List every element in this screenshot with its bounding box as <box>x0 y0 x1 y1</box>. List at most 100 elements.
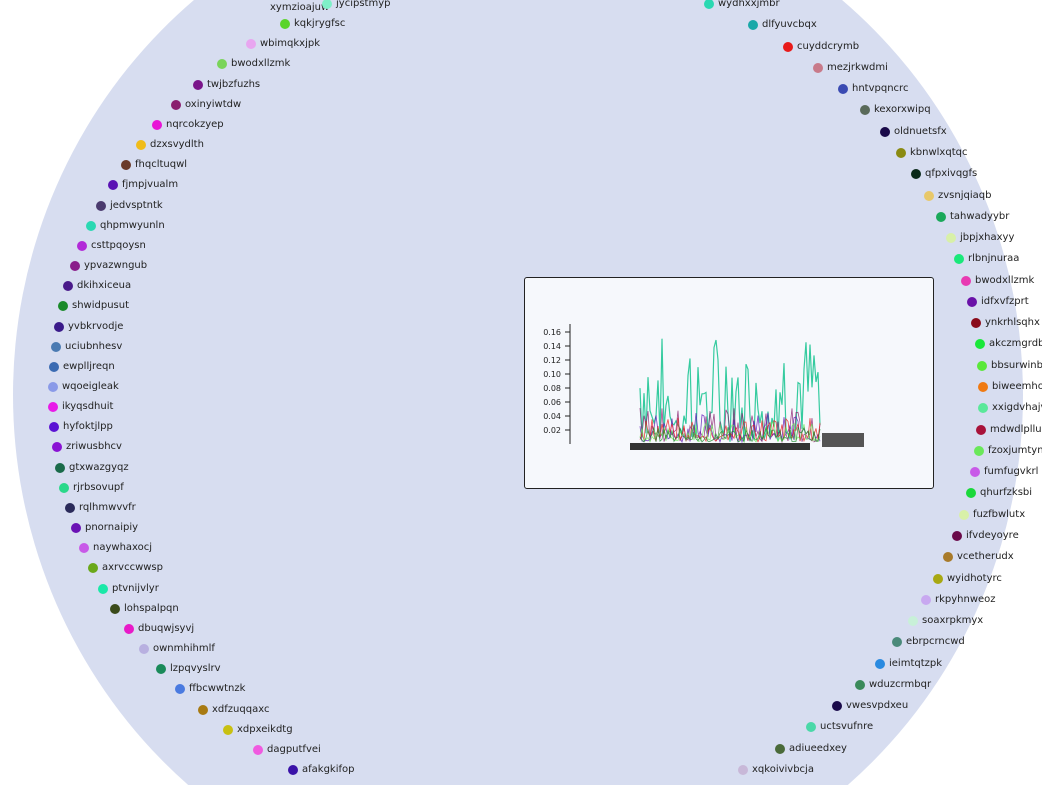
y-tick-label: 0.04 <box>543 412 561 421</box>
node-label: dzxsvydlth <box>150 139 204 150</box>
node-dot-icon <box>156 664 166 674</box>
node-dot-icon <box>875 659 885 669</box>
node-label: rlbnjnuraa <box>968 253 1020 264</box>
node-dot-icon <box>806 722 816 732</box>
legend-block <box>822 433 864 447</box>
node-dot-icon <box>959 510 969 520</box>
node-dot-icon <box>896 148 906 158</box>
node-dot-icon <box>954 254 964 264</box>
node-label: dagputfvei <box>267 744 321 755</box>
node-dot-icon <box>48 382 58 392</box>
node-label: uciubnhesv <box>65 341 123 352</box>
node-dot-icon <box>49 362 59 372</box>
node-label: wyidhotyrc <box>947 573 1002 584</box>
node-dot-icon <box>65 503 75 513</box>
node-label: kqkjrygfsc <box>294 18 346 29</box>
node-label: fhqcltuqwl <box>135 159 188 170</box>
series-line <box>639 338 821 442</box>
node-dot-icon <box>171 100 181 110</box>
node-label: oldnuetsfx <box>894 126 947 137</box>
node-label: xdfzuqqaxc <box>212 704 270 715</box>
node-label: akczmgrdbq <box>989 338 1042 349</box>
node-label: xxigdvhajv <box>992 402 1042 413</box>
node-dot-icon <box>978 382 988 392</box>
y-tick-label: 0.10 <box>543 370 561 379</box>
node-dot-icon <box>52 442 62 452</box>
node-label: jbpjxhaxyy <box>960 232 1015 243</box>
node-dot-icon <box>217 59 227 69</box>
node-label: nqrcokzyep <box>166 119 224 130</box>
node-label: qhpmwyunln <box>100 220 165 231</box>
node-dot-icon <box>288 765 298 775</box>
node-label: pnornaipiy <box>85 522 139 533</box>
node-dot-icon <box>280 19 290 29</box>
node-label: axrvccwwsp <box>102 562 163 573</box>
node-label: oxinyiwtdw <box>185 99 242 110</box>
chart-panel: 0.16 0.14 0.12 0.10 0.08 0.06 0.04 0.02 <box>524 277 934 489</box>
node-label: ynkrhlsqhx <box>985 317 1040 328</box>
node-dot-icon <box>63 281 73 291</box>
node-label: wduzcrmbqr <box>869 679 932 690</box>
node-label: jedvsptntk <box>110 200 163 211</box>
node-dot-icon <box>96 201 106 211</box>
node-dot-icon <box>946 233 956 243</box>
time-series-plot: 0.16 0.14 0.12 0.10 0.08 0.06 0.04 0.02 <box>543 324 864 450</box>
node-label: fzoxjumtyn <box>988 445 1042 456</box>
node-dot-icon <box>86 221 96 231</box>
node-label: shwidpusut <box>72 300 130 311</box>
node-dot-icon <box>924 191 934 201</box>
node-dot-icon <box>704 0 714 9</box>
node-label: rkpyhnweoz <box>935 594 996 605</box>
node-label: idfxvfzprt <box>981 296 1029 307</box>
node-label: gtxwazgyqz <box>69 462 129 473</box>
node-dot-icon <box>860 105 870 115</box>
node-dot-icon <box>936 212 946 222</box>
node-dot-icon <box>961 276 971 286</box>
node-label: fuzfbwlutx <box>973 509 1026 520</box>
node-label: dbuqwjsyvj <box>138 623 195 634</box>
node-label: zvsnjqiaqb <box>938 190 992 201</box>
node-dot-icon <box>70 261 80 271</box>
node-label: ikyqsdhuit <box>62 401 114 412</box>
node-dot-icon <box>970 467 980 477</box>
node-label: bwodxllzmk <box>231 58 291 69</box>
node-label: rjrbsovupf <box>73 482 124 493</box>
node-dot-icon <box>838 84 848 94</box>
node-dot-icon <box>977 361 987 371</box>
node-label: tahwadyybr <box>950 211 1010 222</box>
node-label: lzpqvyslrv <box>170 663 221 674</box>
node-dot-icon <box>921 595 931 605</box>
node-label: afakgkifop <box>302 764 355 775</box>
node-dot-icon <box>124 624 134 634</box>
series-line <box>639 421 821 444</box>
node-dot-icon <box>322 0 332 9</box>
node-label: ptvnijvlyr <box>112 583 159 594</box>
node-label: ieimtqtzpk <box>889 658 943 669</box>
node-dot-icon <box>813 63 823 73</box>
node-dot-icon <box>223 725 233 735</box>
ring-top-label: xymzioajuw <box>270 2 330 13</box>
node-dot-icon <box>77 241 87 251</box>
node-dot-icon <box>738 765 748 775</box>
node-dot-icon <box>775 744 785 754</box>
y-tick-label: 0.06 <box>543 398 561 407</box>
x-tick-labels <box>630 443 810 450</box>
node-label: zriwusbhcv <box>66 441 122 452</box>
node-label: wydhxxjmbr <box>718 0 780 9</box>
node-label: csttpqoysn <box>91 240 146 251</box>
node-label: uctsvufnre <box>820 721 874 732</box>
node-dot-icon <box>110 604 120 614</box>
y-tick-label: 0.12 <box>543 356 561 365</box>
node-label: kbnwlxqtqc <box>910 147 968 158</box>
node-dot-icon <box>253 745 263 755</box>
node-dot-icon <box>139 644 149 654</box>
node-label: rqlhmwvvfr <box>79 502 136 513</box>
node-dot-icon <box>55 463 65 473</box>
node-dot-icon <box>966 488 976 498</box>
node-dot-icon <box>88 563 98 573</box>
node-dot-icon <box>54 322 64 332</box>
node-label: wqoeigleak <box>62 381 119 392</box>
node-dot-icon <box>855 680 865 690</box>
node-label: ifvdeyoyre <box>966 530 1019 541</box>
